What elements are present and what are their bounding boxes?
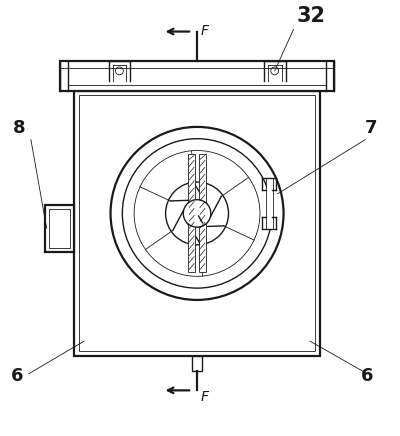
Bar xyxy=(188,154,195,272)
Bar xyxy=(45,204,74,252)
Bar xyxy=(60,61,334,91)
Circle shape xyxy=(183,200,211,227)
Text: 6: 6 xyxy=(11,368,24,385)
Bar xyxy=(79,95,315,351)
Text: 8: 8 xyxy=(13,119,26,137)
Text: 32: 32 xyxy=(296,6,325,26)
Text: F: F xyxy=(201,24,209,37)
Text: 6: 6 xyxy=(361,368,374,385)
Bar xyxy=(74,91,320,356)
Bar xyxy=(266,178,273,229)
Bar xyxy=(192,356,202,371)
Text: F: F xyxy=(201,390,209,404)
Bar xyxy=(49,208,70,248)
Text: 7: 7 xyxy=(365,119,378,137)
Bar xyxy=(199,154,206,272)
